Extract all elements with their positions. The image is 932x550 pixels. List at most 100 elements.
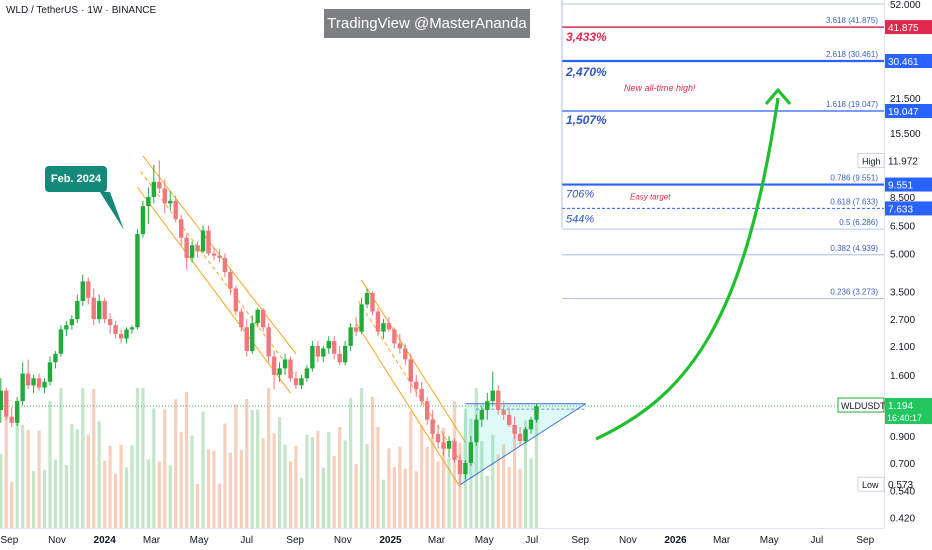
candle-body: [321, 348, 326, 357]
fib-label: 0.5 (6.286): [839, 218, 878, 227]
volume-bar: [103, 460, 107, 528]
x-tick-label: Mar: [143, 535, 161, 546]
volume-bar: [354, 464, 358, 528]
volume-bar: [491, 435, 495, 528]
volume-bar: [195, 483, 200, 528]
price-tag: [885, 53, 932, 68]
x-tick-label: Sep: [856, 535, 874, 546]
volume-bar: [507, 467, 511, 528]
volume-bar: [179, 431, 183, 528]
volume-bar: [398, 446, 402, 528]
candle-body: [446, 440, 452, 449]
fib-label: 0.618 (7.633): [830, 197, 878, 206]
volume-bar: [480, 441, 484, 528]
high-value: 11.972: [888, 156, 918, 167]
volume-bar: [420, 425, 424, 528]
candle-body: [332, 340, 337, 354]
candle-body: [118, 333, 124, 339]
candle-body: [315, 345, 321, 357]
interval: 1W: [87, 5, 103, 16]
x-tick-label: 2026: [664, 535, 687, 546]
candle-body: [435, 433, 441, 443]
candle-body: [260, 309, 266, 328]
volume-bar: [146, 459, 150, 528]
candle-body: [168, 200, 173, 204]
y-tick-label: 5.000: [890, 249, 915, 260]
candle-body: [211, 253, 217, 256]
volume-bar: [316, 431, 320, 528]
candle-body: [452, 440, 457, 460]
target-percent: 544%: [566, 213, 594, 225]
x-tick-label: Jul: [525, 535, 538, 546]
candles: [0, 160, 539, 485]
volume-bar: [387, 448, 391, 528]
price-tag: [885, 20, 932, 35]
candle-body: [206, 230, 211, 254]
x-tick-label: Sep: [571, 535, 589, 546]
candle-body: [173, 200, 178, 220]
x-tick-label: Nov: [48, 535, 66, 546]
target-percent: 2,470%: [565, 65, 607, 79]
volume-bar: [37, 430, 41, 528]
price-tag: [885, 104, 932, 119]
candle-body: [370, 293, 375, 312]
channel2-upper: [361, 279, 466, 443]
symbol-tag: WLDUSDT: [841, 401, 886, 411]
candle-body: [441, 442, 446, 449]
candle-body: [485, 401, 490, 411]
volume-bar: [223, 423, 227, 528]
high-label-box: [857, 152, 885, 168]
candle-body: [9, 416, 14, 423]
volume-bar: [299, 477, 304, 528]
volume-bar: [15, 407, 19, 528]
candle-body: [304, 368, 310, 379]
candle-body: [528, 419, 534, 430]
volume-bar: [425, 446, 429, 528]
volume-bar: [288, 461, 293, 528]
candle-body: [364, 293, 370, 305]
fib-label: 3.618 (41.875): [826, 16, 878, 25]
channel2-lower: [355, 322, 461, 487]
price-tag: [885, 177, 932, 192]
symbol-tag-box: [837, 397, 885, 413]
volume-bar: [534, 411, 539, 528]
candle-body: [474, 419, 479, 443]
price-axis-bg: [884, 0, 932, 550]
y-tick-label: 15.500: [890, 129, 921, 140]
y-tick-label: 0.900: [890, 432, 915, 443]
candle-body: [414, 381, 419, 390]
candle-body: [102, 301, 107, 320]
volume-bar: [409, 411, 413, 528]
y-tick-label: 2.100: [890, 342, 915, 353]
candle-body: [337, 353, 342, 363]
candle-body: [353, 327, 359, 332]
x-tick-label: May: [475, 535, 494, 546]
volume-bar: [141, 388, 145, 528]
candle-body: [457, 459, 463, 475]
candle-body: [91, 297, 96, 320]
volume-bar: [48, 401, 52, 528]
triangle-pattern: [459, 403, 586, 486]
candle-body: [64, 325, 69, 330]
x-tick-label: May: [760, 535, 779, 546]
volume-bar: [163, 409, 167, 528]
candle-body: [20, 373, 25, 402]
volume-bar: [0, 454, 3, 528]
y-tick-label: 0.420: [890, 513, 915, 524]
volume-bar: [174, 399, 178, 528]
volume-bar: [485, 475, 489, 528]
candle-body: [392, 329, 397, 344]
fib-label: 0.382 (4.939): [830, 244, 878, 253]
candle-body: [14, 401, 20, 423]
volume-bar: [245, 399, 249, 528]
channel-lower: [137, 187, 291, 394]
countdown-text: 16:40:17: [887, 413, 922, 423]
volume-bar: [124, 467, 129, 528]
x-tick-label: Jul: [240, 535, 253, 546]
candle-body: [375, 311, 381, 332]
volume-bar: [267, 388, 271, 528]
candle-body: [359, 304, 364, 332]
candle-body: [80, 281, 85, 302]
volume-bar: [217, 483, 222, 528]
